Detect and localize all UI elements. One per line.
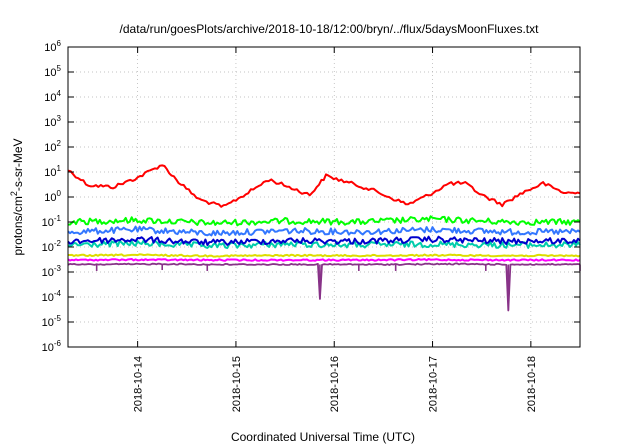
y-tick-label: 10-6 xyxy=(42,339,62,354)
y-tick-label-base: 10 xyxy=(42,267,54,279)
y-axis-label-part: -s-sr-MeV xyxy=(11,138,25,191)
y-tick-label: 10-3 xyxy=(42,264,62,279)
series-line xyxy=(67,164,581,208)
x-tick-label: 2018-10-17 xyxy=(428,356,440,412)
series-line xyxy=(67,262,581,312)
y-tick-label-base: 10 xyxy=(44,167,56,179)
y-tick-label-base: 10 xyxy=(44,142,56,154)
x-tick-label: 2018-10-15 xyxy=(231,356,243,412)
series-line xyxy=(67,215,581,227)
x-tick-label: 2018-10-14 xyxy=(133,356,145,412)
series-line xyxy=(67,235,581,246)
y-tick-label-base: 10 xyxy=(44,42,56,54)
series-layer xyxy=(67,164,581,312)
y-tick-label-exponent: 0 xyxy=(57,189,62,198)
y-tick-label-exponent: -3 xyxy=(54,264,62,273)
series-line xyxy=(67,225,581,237)
y-tick-label-exponent: 3 xyxy=(57,114,62,123)
y-tick-label-base: 10 xyxy=(44,192,56,204)
y-tick-label: 104 xyxy=(44,89,61,104)
y-tick-label-exponent: 5 xyxy=(57,64,62,73)
y-tick-label-exponent: 2 xyxy=(57,139,62,148)
x-tick-label: 2018-10-16 xyxy=(329,356,341,412)
series-line xyxy=(68,253,581,258)
y-tick-label-base: 10 xyxy=(44,92,56,104)
y-tick-label: 106 xyxy=(44,39,61,54)
y-axis-ticks: 10-610-510-410-310-210-11001011021031041… xyxy=(42,39,580,354)
y-axis-label: protons/cm2-s-sr-MeV xyxy=(9,138,25,255)
y-tick-label: 10-2 xyxy=(42,239,62,254)
y-tick-label-exponent: 6 xyxy=(57,39,62,48)
y-tick-label-base: 10 xyxy=(42,342,54,354)
x-tick-label: 2018-10-18 xyxy=(526,356,538,412)
x-axis-ticks: 2018-10-14 2018-10-15 2018-10-16 2018-10-17… xyxy=(133,47,538,412)
series-line xyxy=(67,258,581,262)
y-tick-label-exponent: -5 xyxy=(54,314,62,323)
y-tick-label-base: 10 xyxy=(42,242,54,254)
y-tick-label-base: 10 xyxy=(42,217,54,229)
y-tick-label: 10-5 xyxy=(42,314,62,329)
grid xyxy=(68,47,580,347)
y-tick-label-exponent: 4 xyxy=(57,89,62,98)
y-tick-label-exponent: 1 xyxy=(57,164,62,173)
y-tick-label: 103 xyxy=(44,114,61,129)
y-tick-label-base: 10 xyxy=(42,292,54,304)
y-tick-label: 102 xyxy=(44,139,61,154)
y-tick-label: 10-4 xyxy=(42,289,62,304)
y-tick-label-exponent: -4 xyxy=(54,289,62,298)
y-tick-label-exponent: -6 xyxy=(54,339,62,348)
y-tick-label: 105 xyxy=(44,64,61,79)
y-axis-label-superscript: 2 xyxy=(9,191,19,196)
y-tick-label: 101 xyxy=(44,164,61,179)
y-tick-label: 100 xyxy=(44,189,61,204)
y-tick-label-base: 10 xyxy=(44,117,56,129)
y-axis-label-part: protons/cm xyxy=(11,196,25,255)
y-tick-label-base: 10 xyxy=(42,317,54,329)
y-tick-label-exponent: -2 xyxy=(54,239,62,248)
y-tick-label-exponent: -1 xyxy=(54,214,62,223)
y-tick-label: 10-1 xyxy=(42,214,62,229)
chart-title: /data/run/goesPlots/archive/2018-10-18/1… xyxy=(120,22,540,36)
x-axis-label: Coordinated Universal Time (UTC) xyxy=(231,430,415,444)
y-tick-label-base: 10 xyxy=(44,67,56,79)
